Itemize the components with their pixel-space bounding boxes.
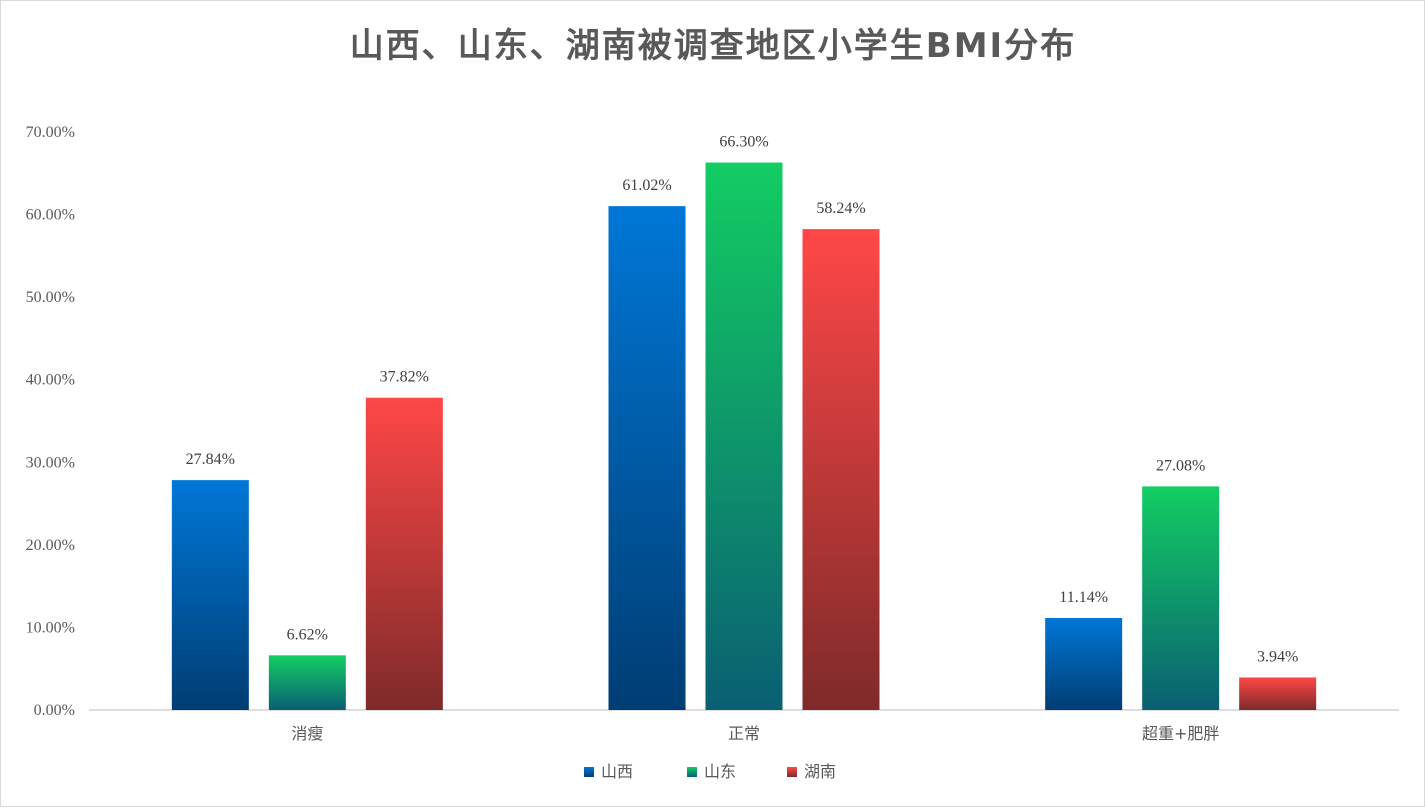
x-axis: 消瘦 正常 超重+肥胖 (89, 709, 1399, 743)
bar-山东-正常 (705, 162, 783, 711)
bar-湖南-消瘦 (365, 397, 443, 710)
legend-label: 山东 (704, 762, 736, 781)
data-label: 37.82% (380, 369, 429, 386)
bars (171, 162, 1317, 711)
data-label: 61.02% (622, 177, 671, 194)
x-tick-label: 超重+肥胖 (1142, 724, 1219, 743)
data-label: 3.94% (1257, 648, 1298, 665)
legend-label: 山西 (601, 762, 633, 781)
legend-swatch (787, 767, 797, 777)
bar-山东-超重+肥胖 (1142, 486, 1220, 710)
y-tick-label: 30.00% (26, 454, 75, 471)
legend-swatch (584, 767, 594, 777)
legend-label: 湖南 (804, 762, 836, 781)
y-axis: 0.00% 10.00% 20.00% 30.00% 40.00% 50.00% 60.00… (26, 124, 75, 719)
bar-山东-消瘦 (268, 655, 346, 710)
data-label: 66.30% (719, 134, 768, 151)
y-tick-label: 0.00% (34, 702, 75, 719)
x-tick-label: 正常 (728, 724, 760, 743)
bar-山西-消瘦 (171, 480, 249, 710)
bar-山西-超重+肥胖 (1045, 618, 1123, 710)
bar-湖南-超重+肥胖 (1239, 677, 1317, 710)
data-labels: 27.84% 6.62% 37.82% 61.02% 66.30% 58.24% 11.14… (186, 134, 1299, 666)
y-tick-label: 20.00% (26, 537, 75, 554)
bar-湖南-正常 (802, 229, 880, 710)
y-tick-label: 60.00% (26, 207, 75, 224)
y-tick-label: 40.00% (26, 372, 75, 389)
chart-title: 山西、山东、湖南被调查地区小学生BMI分布 (350, 26, 1076, 66)
data-label: 58.24% (816, 200, 865, 217)
legend-swatch (687, 767, 697, 777)
legend: 山西 山东 湖南 (584, 762, 836, 781)
y-tick-label: 50.00% (26, 289, 75, 306)
bar-山西-正常 (608, 206, 686, 710)
data-label: 11.14% (1059, 589, 1108, 606)
y-tick-label: 10.00% (26, 619, 75, 636)
data-label: 6.62% (287, 626, 328, 643)
data-label: 27.84% (186, 451, 235, 468)
y-tick-label: 70.00% (26, 124, 75, 141)
x-tick-label: 消瘦 (291, 724, 323, 743)
data-label: 27.08% (1156, 457, 1205, 474)
